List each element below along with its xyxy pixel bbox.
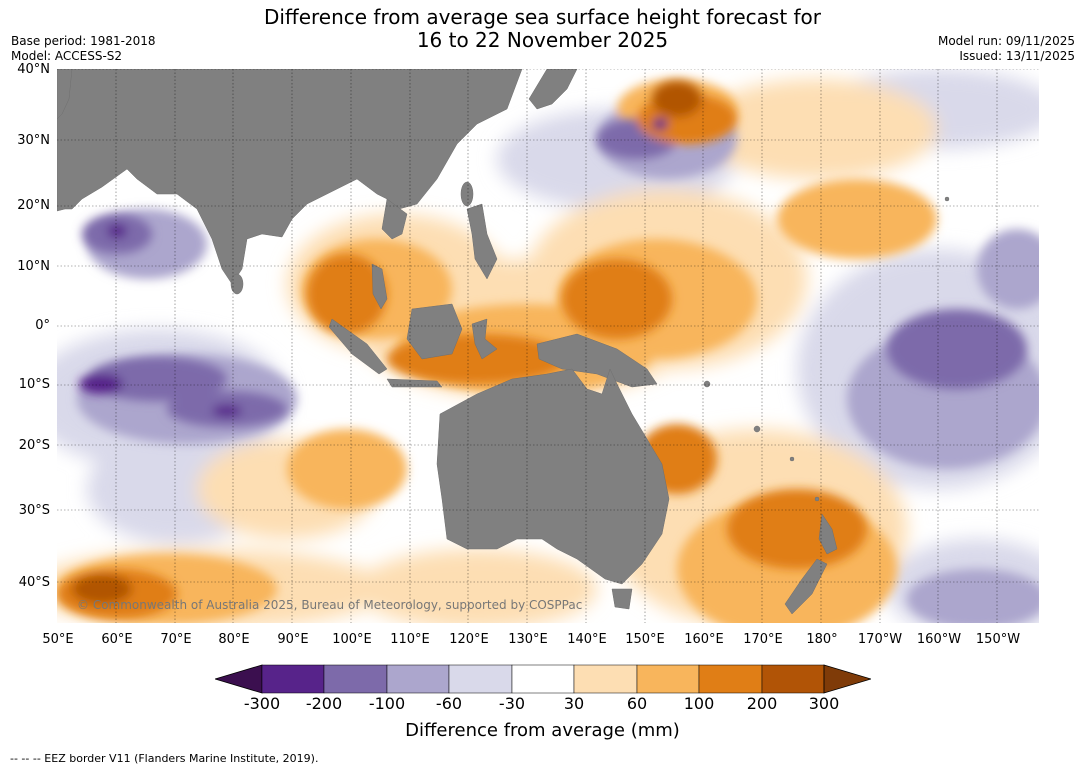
lon-label-170w: 170°W [857,632,903,647]
graticule [57,69,1039,623]
issued-date: Issued: 13/11/2025 [959,49,1075,63]
lon-label-100e: 100°E [332,632,372,647]
lon-label-160w: 160°W [916,632,962,647]
land-taiwan [460,181,474,207]
land-borneo [406,303,463,360]
lon-label-50e: 50°E [42,632,74,647]
land-sumatra [328,318,388,375]
lat-label-40s: 40°S [18,575,50,590]
land-masses [57,69,950,615]
lat-label-10s: 10°S [18,377,50,392]
land-island [789,456,795,462]
model-name: Model: ACCESS-S2 [11,49,123,63]
land-australia [436,368,670,585]
lon-label-150e: 150°E [625,632,665,647]
land-new-zealand-north [818,513,838,555]
land-island [814,496,820,502]
lat-label-30n: 30°N [17,133,50,148]
lon-label-70e: 70°E [160,632,192,647]
colorbar-swatch-4 [448,664,513,694]
colorbar-tick: -200 [305,694,343,713]
base-period: Base period: 1981-2018 [11,34,156,48]
colorbar-tick: 30 [563,694,585,713]
colorbar-tick: 200 [746,694,778,713]
lon-label-60e: 60°E [101,632,133,647]
lat-label-10n: 10°N [17,259,50,274]
land-indochina [381,198,408,240]
colorbar-swatch-9 [761,664,825,694]
lon-label-180: 180° [806,632,838,647]
land-sri-lanka [230,273,244,295]
colorbar-swatch-1 [261,664,325,694]
lon-label-140e: 140°E [567,632,607,647]
map-canvas [57,69,1039,623]
lon-label-170e: 170°E [743,632,783,647]
lon-label-130e: 130°E [508,632,548,647]
colorbar [215,664,871,694]
colorbar-swatch-2 [323,664,388,694]
land-island [703,380,711,388]
land-new-zealand-south [784,558,828,615]
lon-label-150w: 150°W [975,632,1021,647]
colorbar-tick: -30 [498,694,526,713]
land-philippines [466,203,498,280]
model-run: Model run: 09/11/2025 [937,34,1075,48]
land-island [944,196,950,202]
land-malay-peninsula [371,263,388,310]
lon-label-160e: 160°E [684,632,724,647]
lat-label-equator: 0° [35,318,50,333]
land-new-guinea [536,333,658,388]
land-sulawesi [471,318,498,360]
chart-title-line-1: Difference from average sea surface heig… [263,5,822,29]
lat-label-40n: 40°N [17,62,50,77]
lon-label-80e: 80°E [218,632,250,647]
land-tasmania [611,588,633,610]
lat-label-20s: 20°S [18,438,50,453]
colorbar-tick: -100 [368,694,406,713]
colorbar-tick: -300 [243,694,281,713]
land-asia [57,69,523,285]
colorbar-swatch-8 [698,664,763,694]
colorbar-tick: 100 [683,694,715,713]
colorbar-swatch-5 [511,664,575,694]
anomaly-field-strong [57,81,1027,619]
land-arabia [57,69,73,120]
colorbar-low-extension [215,664,263,694]
eez-footnote: -- -- -- EEZ border V11 (Flanders Marine… [10,752,319,765]
land-island [753,425,761,433]
lon-label-110e: 110°E [390,632,430,647]
land-japan [528,69,578,110]
colorbar-high-extension [823,664,871,694]
colorbar-tick: -60 [435,694,463,713]
colorbar-tick: 300 [808,694,840,713]
copyright-notice: © Commonwealth of Australia 2025, Bureau… [77,598,583,612]
lon-label-90e: 90°E [277,632,309,647]
colorbar-swatch-6 [573,664,638,694]
chart-title-line-2: 16 to 22 November 2025 [416,28,669,52]
colorbar-label: Difference from average (mm) [405,720,680,741]
lat-label-20n: 20°N [17,198,50,213]
colorbar-tick: 60 [626,694,648,713]
colorbar-swatch-7 [636,664,700,694]
lat-label-30s: 30°S [18,503,50,518]
sea-surface-height-map: © Commonwealth of Australia 2025, Bureau… [57,69,1039,623]
colorbar-swatch-3 [386,664,450,694]
lon-label-120e: 120°E [449,632,489,647]
